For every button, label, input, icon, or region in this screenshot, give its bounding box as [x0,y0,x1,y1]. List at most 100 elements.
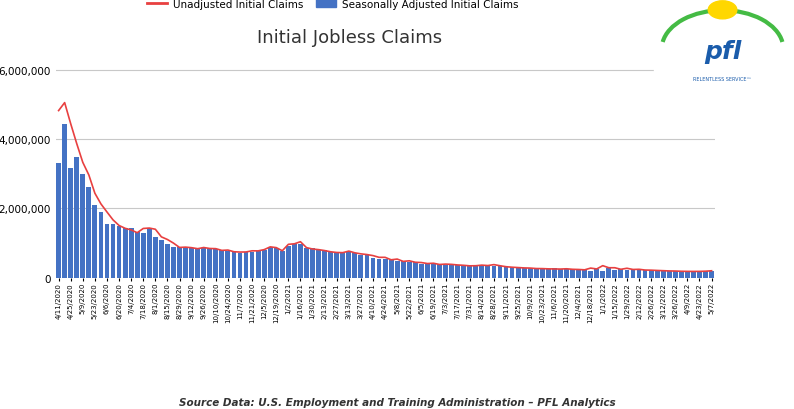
Bar [225,251,230,278]
Bar [449,265,454,278]
Bar [685,272,690,278]
Bar [237,254,242,278]
Bar [353,253,357,278]
Bar [468,266,472,278]
Bar [564,269,569,278]
Bar [364,255,369,278]
Bar [540,268,545,278]
Bar [461,266,466,278]
Bar [673,271,678,278]
Bar [316,250,321,278]
Bar [576,270,581,278]
Bar [655,271,660,278]
Bar [219,251,224,278]
Bar [709,271,714,278]
Bar [679,272,684,278]
Bar [183,247,188,278]
Bar [552,269,557,278]
Bar [485,266,490,278]
Bar [619,270,623,278]
Bar [98,212,103,278]
Bar [661,271,665,278]
Bar [637,270,642,278]
Bar [286,246,291,278]
Bar [697,272,702,278]
Bar [268,247,272,278]
Bar [214,249,218,278]
Bar [105,225,110,278]
Bar [341,253,345,278]
Bar [87,188,91,278]
Bar [528,268,533,278]
Bar [625,270,630,278]
Bar [346,252,351,278]
Bar [75,157,79,278]
Bar [480,266,484,278]
Bar [292,244,297,278]
Bar [491,266,496,278]
Bar [371,258,376,278]
Bar [249,252,255,278]
Bar [607,268,611,278]
Bar [123,228,128,278]
Bar [202,248,206,278]
Bar [171,247,176,278]
Bar [153,237,158,278]
Bar [80,175,85,278]
Bar [594,269,599,278]
Bar [244,252,249,278]
Bar [413,263,418,278]
Text: pfl: pfl [703,40,742,64]
Bar [195,249,200,278]
Bar [630,270,635,278]
Bar [159,240,164,278]
Bar [165,245,170,278]
Bar [667,271,672,278]
Bar [612,270,617,278]
Bar [515,268,521,278]
Bar [534,269,538,278]
Circle shape [708,2,737,20]
Bar [207,249,212,278]
Bar [256,251,260,278]
Bar [328,252,333,278]
Bar [522,268,526,278]
Bar [141,233,145,278]
Bar [455,265,460,278]
Bar [322,251,327,278]
Bar [503,267,508,278]
Bar [546,269,551,278]
Bar [703,272,708,278]
Bar [510,267,515,278]
Bar [92,205,98,278]
Bar [649,270,653,278]
Bar [395,261,399,278]
Bar [425,264,430,278]
Bar [570,270,575,278]
Bar [431,264,436,278]
Bar [383,259,387,278]
Bar [588,271,593,278]
Bar [189,248,194,278]
Bar [443,265,448,278]
Legend: Unadjusted Initial Claims, Seasonally Adjusted Initial Claims: Unadjusted Initial Claims, Seasonally Ad… [142,0,522,13]
Bar [473,266,478,278]
Bar [558,270,563,278]
Bar [401,262,406,278]
Bar [280,251,285,278]
Bar [600,271,605,278]
Text: Source Data: U.S. Employment and Training Administration – PFL Analytics: Source Data: U.S. Employment and Trainin… [179,397,615,407]
Bar [56,164,61,278]
Bar [232,252,237,278]
Bar [691,272,696,278]
Bar [110,225,115,278]
Text: RELENTLESS SERVICE™: RELENTLESS SERVICE™ [693,77,752,82]
Bar [68,169,73,278]
Bar [298,245,303,278]
Bar [437,265,442,278]
Bar [358,255,364,278]
Bar [582,270,587,278]
Bar [274,248,279,278]
Bar [310,249,315,278]
Bar [304,248,309,278]
